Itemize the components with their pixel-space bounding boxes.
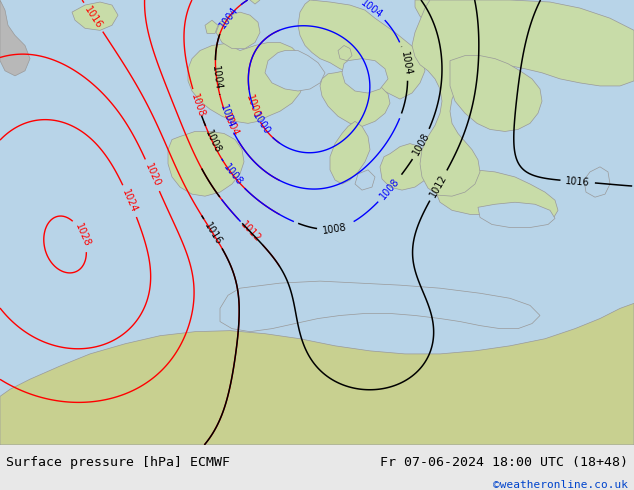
Text: Surface pressure [hPa] ECMWF: Surface pressure [hPa] ECMWF — [6, 457, 230, 469]
Polygon shape — [342, 59, 388, 93]
Text: 1004: 1004 — [399, 50, 413, 76]
Text: 1004: 1004 — [359, 0, 385, 20]
Polygon shape — [412, 0, 634, 196]
Polygon shape — [168, 131, 244, 196]
Text: 1020: 1020 — [143, 162, 162, 189]
Text: 1012: 1012 — [428, 172, 449, 199]
Text: 1008: 1008 — [411, 131, 432, 157]
Text: 1012: 1012 — [238, 220, 263, 245]
Text: 1004: 1004 — [221, 112, 240, 139]
Polygon shape — [338, 46, 352, 61]
Polygon shape — [205, 20, 218, 33]
Polygon shape — [216, 12, 260, 49]
Polygon shape — [584, 167, 610, 197]
Polygon shape — [250, 0, 260, 4]
Polygon shape — [380, 144, 430, 190]
Text: 1000: 1000 — [251, 111, 273, 137]
Polygon shape — [450, 56, 542, 131]
Text: 1000: 1000 — [244, 93, 262, 120]
Text: ©weatheronline.co.uk: ©weatheronline.co.uk — [493, 481, 628, 490]
Text: 1016: 1016 — [202, 220, 224, 246]
Polygon shape — [478, 202, 555, 227]
Text: 1028: 1028 — [73, 222, 92, 248]
Text: 1008: 1008 — [321, 222, 347, 236]
Text: 1008: 1008 — [378, 176, 402, 201]
Text: 1008: 1008 — [221, 163, 245, 188]
Polygon shape — [355, 170, 375, 190]
Text: 1004: 1004 — [217, 103, 236, 130]
Polygon shape — [188, 43, 305, 123]
Polygon shape — [415, 0, 465, 35]
Polygon shape — [320, 71, 390, 126]
Polygon shape — [298, 0, 425, 99]
Text: 1016: 1016 — [565, 175, 590, 188]
Polygon shape — [220, 281, 540, 332]
Polygon shape — [0, 0, 30, 76]
Text: 1004: 1004 — [210, 65, 223, 90]
Text: 1008: 1008 — [190, 92, 207, 119]
Text: 1024: 1024 — [120, 188, 139, 214]
Polygon shape — [0, 303, 634, 445]
Polygon shape — [72, 2, 118, 30]
Polygon shape — [265, 50, 325, 91]
Text: 1004: 1004 — [217, 4, 240, 30]
Polygon shape — [330, 122, 370, 184]
Text: 1016: 1016 — [82, 4, 104, 30]
Polygon shape — [435, 170, 558, 224]
Text: 1008: 1008 — [203, 128, 223, 155]
Text: Fr 07-06-2024 18:00 UTC (18+48): Fr 07-06-2024 18:00 UTC (18+48) — [380, 457, 628, 469]
